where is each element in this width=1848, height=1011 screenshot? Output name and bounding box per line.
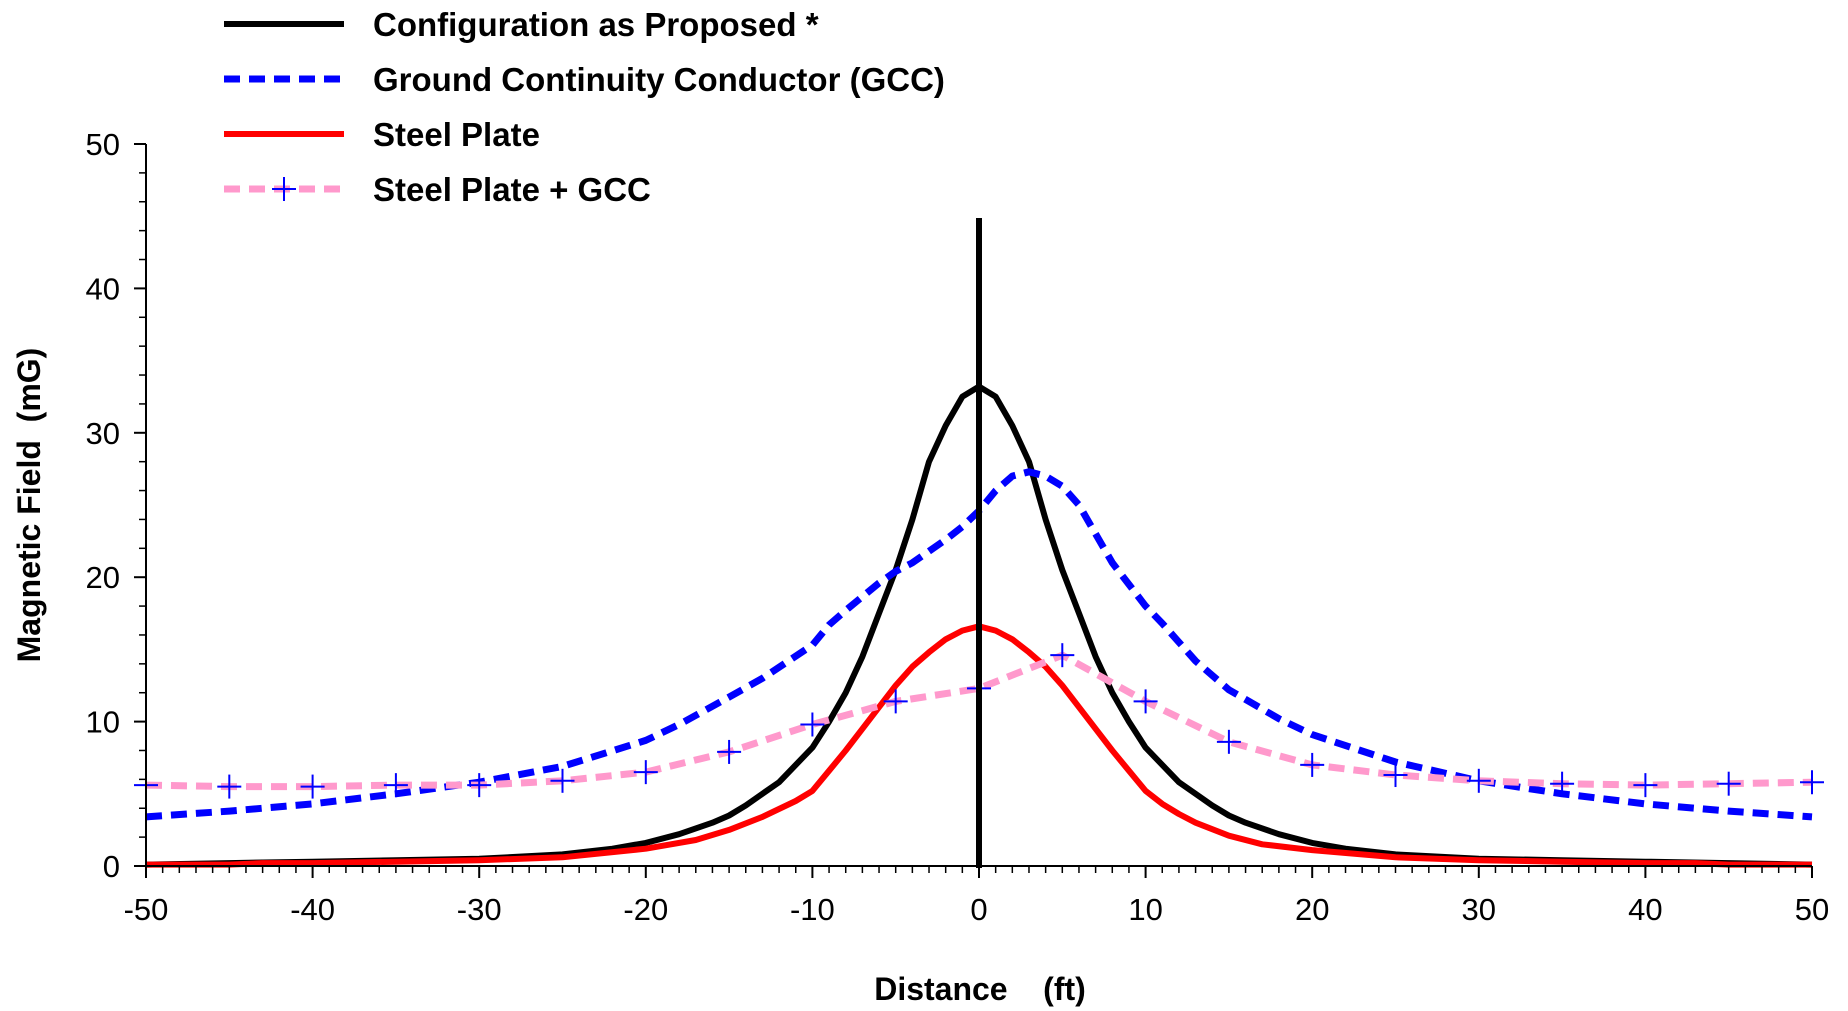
- series-3-marker: [1216, 729, 1241, 754]
- y-tick-label: 30: [86, 416, 120, 451]
- series-line-2: [146, 623, 1812, 868]
- y-tick-label: 0: [103, 849, 120, 884]
- series-3-marker: [467, 773, 492, 798]
- series-3-marker: [1716, 771, 1741, 796]
- legend-entry-1: Ground Continuity Conductor (GCC): [224, 61, 945, 98]
- series-3-marker: [550, 768, 575, 793]
- x-tick-label: -50: [124, 892, 169, 927]
- legend-entry-2: Steel Plate: [224, 116, 540, 153]
- x-tick-label: 20: [1295, 892, 1329, 927]
- axes-layer: -50 -40 -30 -20 -10 0 10 20 30 40 50 0 10 20 30 40 50: [86, 127, 1830, 927]
- y-tick-label: 20: [86, 560, 120, 595]
- x-tick-label: 0: [970, 892, 987, 927]
- series-3-marker: [1300, 752, 1325, 777]
- series-line-3: [145, 651, 1813, 791]
- x-tick-label: -30: [457, 892, 502, 927]
- series-3-marker: [383, 773, 408, 798]
- y-axis-title: Magnetic Field (mG): [11, 348, 47, 663]
- legend-entry-3: Steel Plate + GCC: [224, 171, 651, 208]
- x-tick-label: 10: [1128, 892, 1162, 927]
- series-3-marker: [1550, 771, 1575, 796]
- series-3-marker: [717, 739, 742, 764]
- series-3-marker: [1466, 768, 1491, 793]
- legend-entry-0: Configuration as Proposed *: [224, 6, 819, 43]
- series-3-marker: [1050, 643, 1075, 668]
- legend-label: Steel Plate + GCC: [373, 171, 651, 208]
- series-3-marker: [800, 712, 825, 737]
- plot-layer: [134, 218, 1824, 868]
- series-3-marker: [300, 774, 325, 799]
- series-3-marker: [217, 774, 242, 799]
- y-tick-label: 40: [86, 271, 120, 306]
- series-3-marker: [633, 760, 658, 785]
- x-tick-label: -20: [623, 892, 668, 927]
- y-tick-label: 10: [86, 705, 120, 740]
- legend-label: Configuration as Proposed *: [373, 6, 819, 43]
- series-3-marker: [1383, 763, 1408, 788]
- series-3-marker: [1633, 773, 1658, 798]
- x-tick-label: -40: [290, 892, 335, 927]
- series-3-marker: [1133, 689, 1158, 714]
- y-tick-label: 50: [86, 127, 120, 162]
- series-3-marker: [883, 689, 908, 714]
- x-tick-label: 30: [1462, 892, 1496, 927]
- legend: Configuration as Proposed * Ground Contin…: [224, 6, 945, 208]
- x-tick-label: 50: [1795, 892, 1829, 927]
- x-axis-title: Distance (ft): [874, 971, 1086, 1007]
- series-3-marker: [1800, 770, 1824, 795]
- series-line-1: [145, 468, 1813, 821]
- x-tick-label: 40: [1628, 892, 1662, 927]
- legend-label: Ground Continuity Conductor (GCC): [373, 61, 945, 98]
- x-tick-label: -10: [790, 892, 835, 927]
- legend-label: Steel Plate: [373, 116, 540, 153]
